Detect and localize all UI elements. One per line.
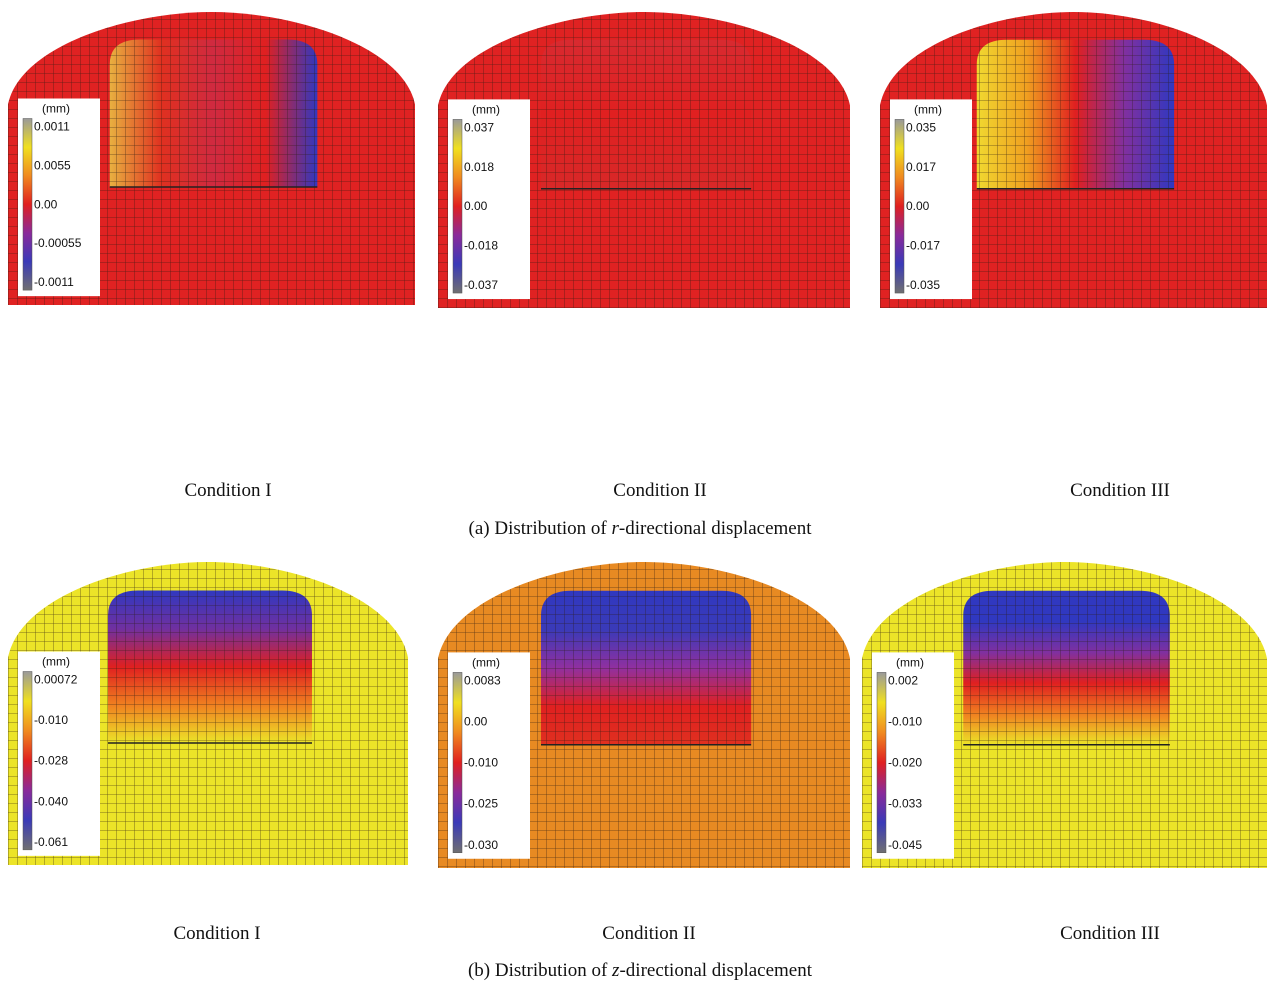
panel-caption: Condition I <box>173 923 260 945</box>
legend-tick-label: 0.0011 <box>34 120 70 134</box>
contour-plot: (mm) 0.035 0.017 0.00 -0.017 -0.035 <box>880 10 1267 308</box>
legend-tick-label: 0.0055 <box>34 158 71 172</box>
legend-tick-label: 0.00 <box>34 197 58 211</box>
legend-tick-label: -0.018 <box>464 239 498 253</box>
legend-tick-label: 0.00072 <box>34 673 78 687</box>
legend-tick-label: 0.00 <box>464 714 488 728</box>
legend-tick-label: 0.00 <box>906 199 930 213</box>
legend-tick-label: -0.017 <box>906 239 940 253</box>
contour-panel: (mm) 0.035 0.017 0.00 -0.017 -0.035 <box>880 10 1267 308</box>
contour-panel: (mm) 0.002 -0.010 -0.020 -0.033 -0.045 <box>862 560 1267 868</box>
legend-tick-label: -0.020 <box>888 756 922 770</box>
legend-tick-label: -0.010 <box>464 756 498 770</box>
legend-tick-label: -0.0011 <box>34 275 74 289</box>
legend-tick-label: 0.002 <box>888 673 918 687</box>
caption-suffix: -directional displacement <box>619 518 812 539</box>
legend-tick-label: 0.035 <box>906 120 936 134</box>
legend-tick-label: -0.010 <box>34 713 68 727</box>
color-bar <box>453 119 462 293</box>
color-bar <box>895 119 904 293</box>
legend-tick-label: 0.017 <box>906 160 936 174</box>
panel-caption: Condition III <box>1070 480 1170 502</box>
contour-plot: (mm) 0.002 -0.010 -0.020 -0.033 -0.045 <box>862 560 1267 868</box>
contour-panel: (mm) 0.0083 0.00 -0.010 -0.025 -0.030 <box>438 560 850 868</box>
color-bar <box>23 672 32 850</box>
contour-panel: (mm) 0.0011 0.0055 0.00 -0.00055 -0.0011 <box>8 10 415 305</box>
legend-unit: (mm) <box>42 655 70 669</box>
legend-tick-label: -0.028 <box>34 754 68 768</box>
figure-caption: (b) Distribution of z-directional displa… <box>468 960 812 982</box>
color-bar <box>23 119 32 291</box>
panel-caption: Condition III <box>1060 923 1160 945</box>
legend-tick-label: -0.037 <box>464 278 498 292</box>
color-bar <box>877 672 886 852</box>
legend-unit: (mm) <box>472 655 500 669</box>
contour-plot: (mm) 0.037 0.018 0.00 -0.018 -0.037 <box>438 10 850 308</box>
caption-suffix: -directional displacement <box>619 960 812 981</box>
caption-prefix: (b) Distribution of <box>468 960 612 981</box>
legend-tick-label: -0.010 <box>888 714 922 728</box>
legend-tick-label: -0.00055 <box>34 236 82 250</box>
contour-panel: (mm) 0.00072 -0.010 -0.028 -0.040 -0.061 <box>8 560 408 865</box>
legend-tick-label: -0.030 <box>464 838 498 852</box>
caption-prefix: (a) Distribution of <box>469 518 612 539</box>
legend-unit: (mm) <box>42 102 70 116</box>
legend-tick-label: 0.0083 <box>464 673 501 687</box>
legend-tick-label: -0.025 <box>464 797 498 811</box>
legend-unit: (mm) <box>472 102 500 116</box>
legend-unit: (mm) <box>914 102 942 116</box>
contour-panel: (mm) 0.037 0.018 0.00 -0.018 -0.037 <box>438 10 850 308</box>
panel-caption: Condition II <box>602 923 695 945</box>
panel-caption: Condition II <box>613 480 706 502</box>
panel-caption: Condition I <box>184 480 271 502</box>
legend-tick-label: -0.061 <box>34 835 68 849</box>
legend-tick-label: -0.033 <box>888 797 922 811</box>
page: (mm) 0.0011 0.0055 0.00 -0.00055 -0.0011 Condi… <box>0 0 1279 984</box>
legend-tick-label: 0.037 <box>464 120 494 134</box>
color-bar <box>453 672 462 852</box>
contour-plot: (mm) 0.0083 0.00 -0.010 -0.025 -0.030 <box>438 560 850 868</box>
legend-tick-label: 0.018 <box>464 160 494 174</box>
legend-tick-label: -0.040 <box>34 794 68 808</box>
legend-unit: (mm) <box>896 655 924 669</box>
contour-plot: (mm) 0.0011 0.0055 0.00 -0.00055 -0.0011 <box>8 10 415 305</box>
legend-tick-label: -0.035 <box>906 278 940 292</box>
figure-caption: (a) Distribution of r-directional displa… <box>469 518 812 540</box>
legend-tick-label: -0.045 <box>888 838 922 852</box>
contour-plot: (mm) 0.00072 -0.010 -0.028 -0.040 -0.061 <box>8 560 408 865</box>
legend-tick-label: 0.00 <box>464 199 488 213</box>
